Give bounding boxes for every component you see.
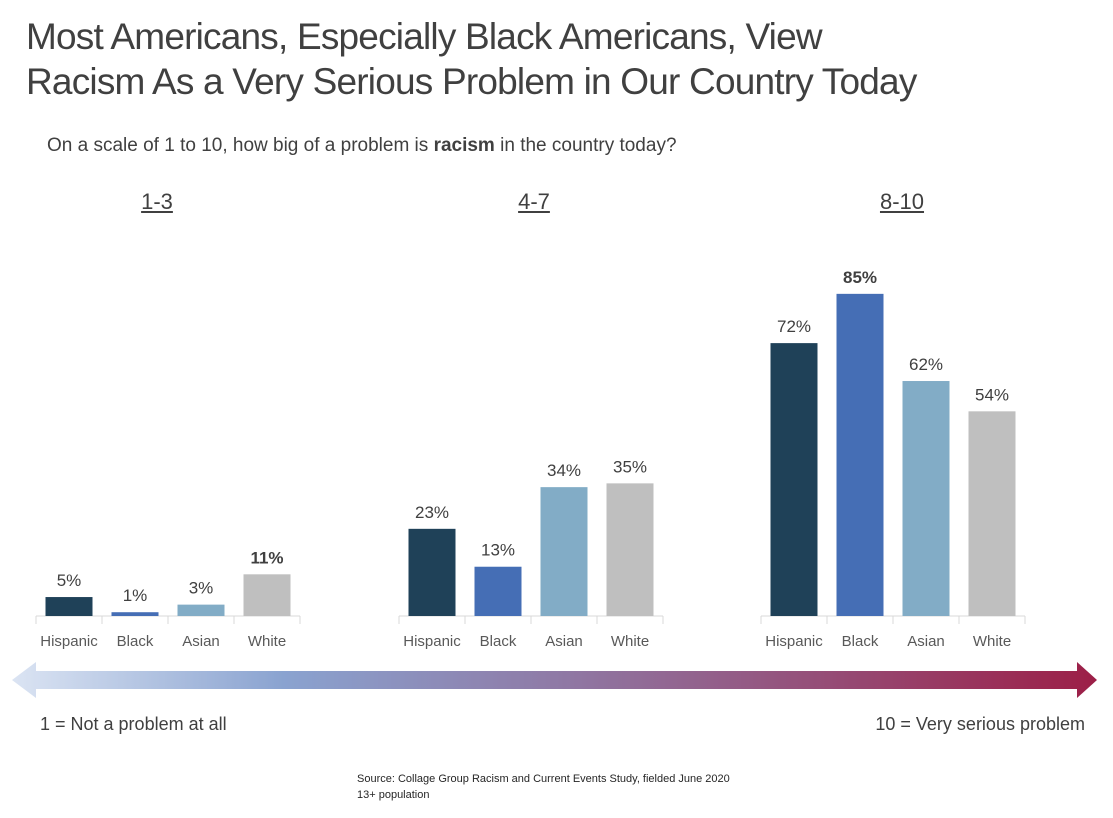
subtitle-post: in the country today? <box>494 135 677 156</box>
group-label-4-7: 4-7 <box>518 189 550 214</box>
category-label-8-10-hispanic: Hispanic <box>765 633 823 650</box>
category-label-4-7-asian: Asian <box>545 633 583 650</box>
title-line-1: Most Americans, Especially Black America… <box>26 16 823 57</box>
data-label-8-10-black: 85% <box>843 268 877 287</box>
subtitle-bold: racism <box>433 135 495 156</box>
data-label-8-10-asian: 62% <box>909 355 943 374</box>
bar-8-10-hispanic <box>770 343 818 616</box>
page-title: Most Americans, Especially Black America… <box>26 14 1096 104</box>
category-label-4-7-white: White <box>611 633 649 650</box>
data-label-1-3-white: 11% <box>250 548 283 567</box>
category-label-8-10-white: White <box>973 633 1011 650</box>
data-label-1-3-asian: 3% <box>189 579 214 598</box>
scale-right-label: 10 = Very serious problem <box>875 714 1085 734</box>
category-label-8-10-asian: Asian <box>907 633 945 650</box>
bar-4-7-asian <box>540 487 588 616</box>
category-label-4-7-black: Black <box>480 633 517 650</box>
category-label-8-10-black: Black <box>842 633 879 650</box>
group-label-1-3: 1-3 <box>141 189 173 214</box>
source-note: Source: Collage Group Racism and Current… <box>357 771 730 803</box>
bar-4-7-white <box>606 483 654 616</box>
bar-1-3-hispanic <box>45 597 93 616</box>
category-label-1-3-hispanic: Hispanic <box>40 633 98 650</box>
source-line-1: Source: Collage Group Racism and Current… <box>357 773 730 785</box>
source-line-2: 13+ population <box>357 789 430 801</box>
bar-4-7-black <box>474 566 522 616</box>
data-label-4-7-asian: 34% <box>547 461 581 480</box>
category-label-4-7-hispanic: Hispanic <box>403 633 461 650</box>
data-label-8-10-white: 54% <box>975 385 1009 404</box>
bar-8-10-asian <box>902 381 950 616</box>
data-label-1-3-black: 1% <box>123 586 148 605</box>
title-line-2: Racism As a Very Serious Problem in Our … <box>26 61 917 102</box>
question-subtitle: On a scale of 1 to 10, how big of a prob… <box>47 135 677 157</box>
data-label-4-7-white: 35% <box>613 457 647 476</box>
bar-8-10-white <box>968 411 1016 616</box>
scale-arrow <box>12 662 1097 698</box>
group-label-8-10: 8-10 <box>879 189 925 214</box>
bar-1-3-black <box>111 612 159 616</box>
data-label-4-7-black: 13% <box>481 541 515 560</box>
data-label-1-3-hispanic: 5% <box>57 571 82 590</box>
category-label-1-3-asian: Asian <box>182 633 220 650</box>
scale-left-label: 1 = Not a problem at all <box>40 714 227 734</box>
bar-8-10-black <box>836 293 884 616</box>
bar-4-7-hispanic <box>408 528 456 616</box>
subtitle-pre: On a scale of 1 to 10, how big of a prob… <box>47 135 434 156</box>
data-label-8-10-hispanic: 72% <box>777 317 811 336</box>
category-label-1-3-white: White <box>248 633 286 650</box>
bar-1-3-asian <box>177 604 225 616</box>
data-label-4-7-hispanic: 23% <box>415 503 449 522</box>
category-label-1-3-black: Black <box>117 633 154 650</box>
bar-1-3-white <box>243 574 291 616</box>
